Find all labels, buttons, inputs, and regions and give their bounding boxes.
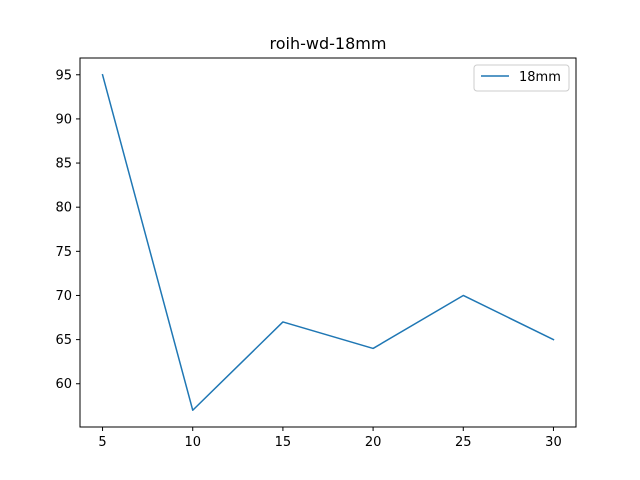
legend-box bbox=[473, 64, 570, 92]
chart-title: roih-wd-18mm bbox=[270, 34, 387, 53]
y-tick-label: 65 bbox=[55, 333, 72, 348]
y-tick-label: 80 bbox=[55, 201, 72, 216]
y-tick-label: 60 bbox=[55, 377, 72, 392]
x-tick-label: 30 bbox=[545, 435, 562, 450]
y-tick-label: 95 bbox=[55, 68, 72, 83]
x-tick-label: 20 bbox=[365, 435, 382, 450]
legend: 18mm bbox=[473, 64, 570, 92]
x-tick-label: 5 bbox=[98, 435, 106, 450]
legend-label-18mm: 18mm bbox=[519, 70, 561, 85]
y-axis: 60 65 70 75 80 85 90 95 bbox=[55, 68, 80, 392]
y-tick-label: 75 bbox=[55, 245, 72, 260]
series-line-18mm bbox=[101, 73, 555, 411]
x-tick-label: 15 bbox=[275, 435, 292, 450]
x-tick-label: 10 bbox=[184, 435, 201, 450]
y-tick-label: 90 bbox=[55, 112, 72, 127]
x-axis: 5 10 15 20 25 30 bbox=[98, 427, 562, 450]
plot-area bbox=[101, 73, 555, 411]
x-tick-label: 25 bbox=[455, 435, 472, 450]
axes-frame bbox=[79, 57, 577, 428]
y-tick-label: 85 bbox=[55, 157, 72, 172]
y-tick-label: 70 bbox=[55, 289, 72, 304]
